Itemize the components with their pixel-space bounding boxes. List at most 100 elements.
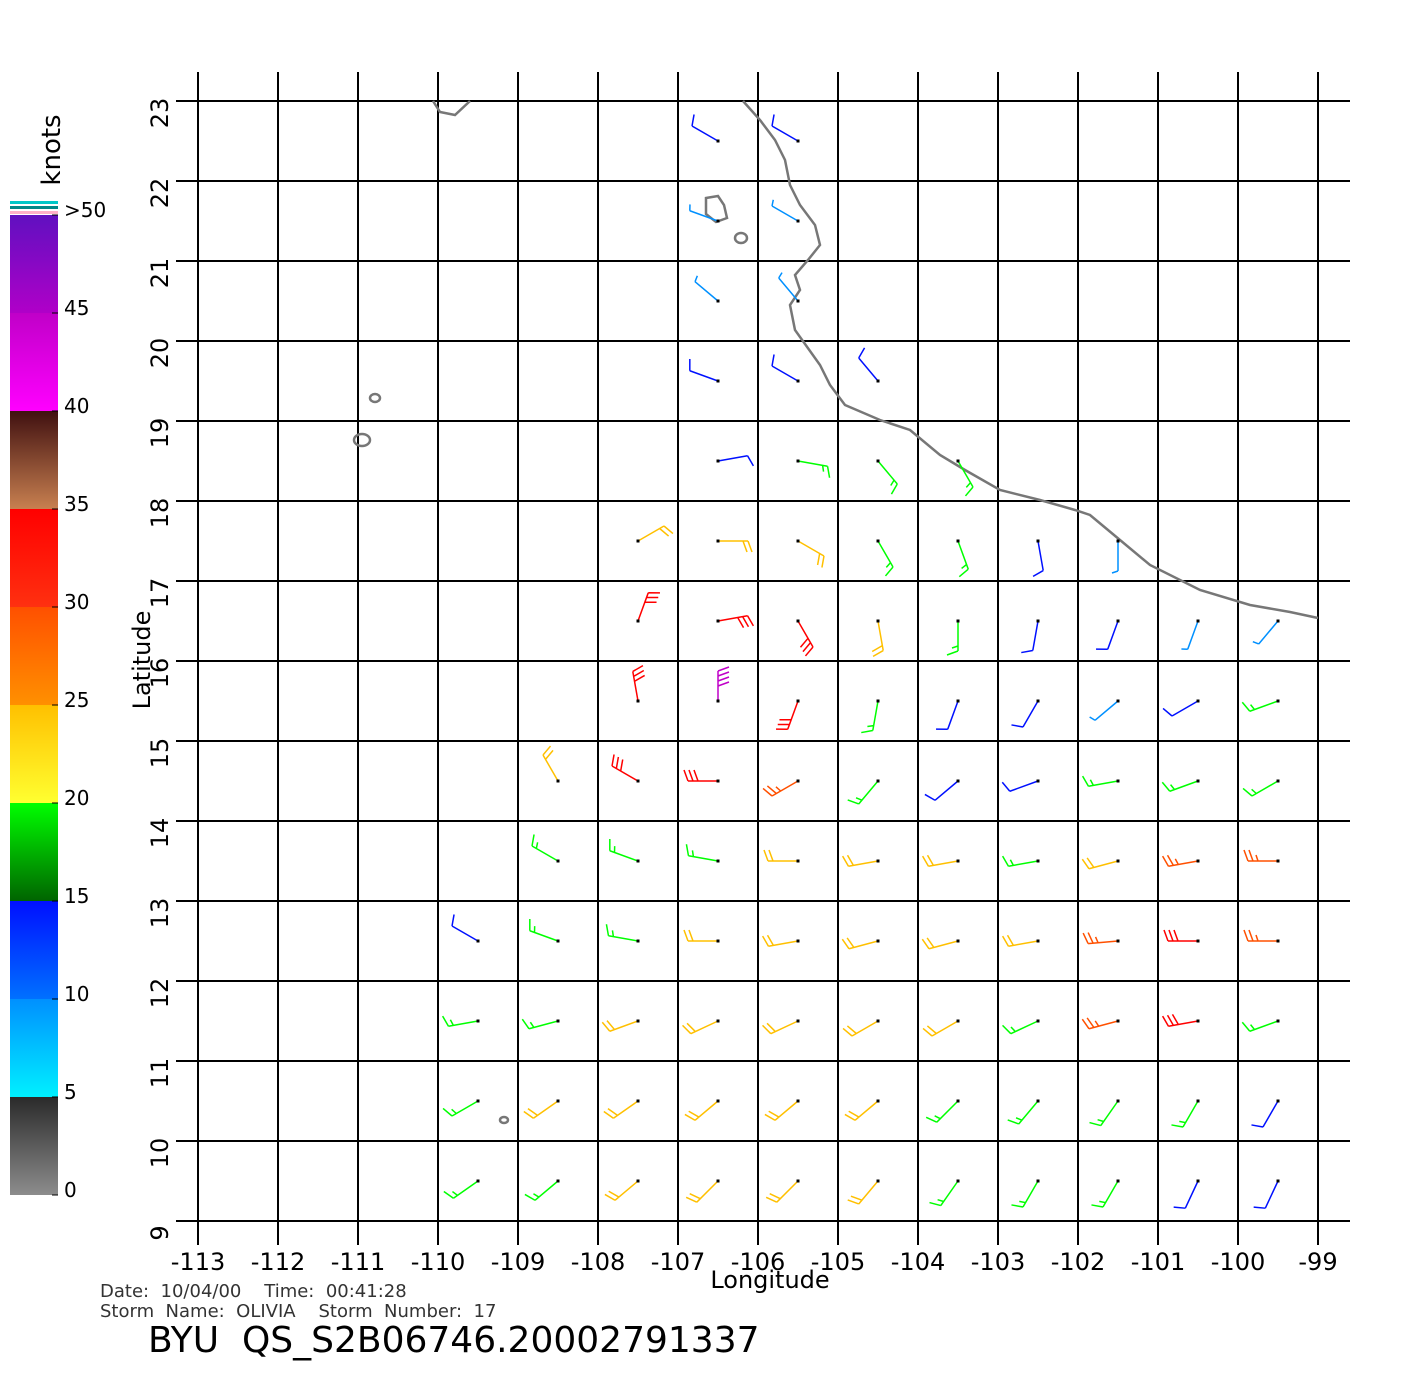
colorbar-tick-label: 35: [64, 492, 89, 516]
wind-barb: [761, 934, 800, 947]
wind-barb: [876, 539, 894, 577]
x-axis-label: Longitude: [710, 1266, 829, 1294]
wind-barb: [1173, 1179, 1200, 1209]
wind-barb: [1242, 779, 1280, 797]
barb-staff: [1021, 620, 1039, 654]
barb-staff: [605, 924, 639, 942]
barb-staff: [1173, 1180, 1199, 1209]
barb-point: [636, 859, 640, 863]
wind-barb: [1161, 1013, 1200, 1027]
wind-barb: [922, 1019, 960, 1037]
wind-barb: [603, 1099, 640, 1119]
wind-barb: [1001, 934, 1040, 947]
barb-staff: [929, 1180, 959, 1207]
colorbar-tick-label: 0: [64, 1178, 77, 1202]
coastline: [352, 100, 1319, 1125]
colorbar-band: [10, 509, 58, 607]
colorbar-tick-label: 20: [64, 786, 89, 810]
barb-staff: [924, 780, 959, 801]
wind-barb: [762, 779, 800, 797]
wind-barb: [1252, 619, 1280, 645]
barb-staff: [847, 1180, 879, 1205]
barb-staff: [637, 525, 674, 542]
barb-point: [956, 1019, 960, 1023]
barb-staff: [1163, 929, 1198, 942]
barb-point: [556, 1019, 560, 1023]
x-tick-label: -103: [971, 1248, 1025, 1276]
barb-staff: [922, 1020, 959, 1037]
barb-point: [876, 1099, 880, 1103]
wind-barb: [1162, 699, 1200, 717]
wind-barb: [929, 1179, 960, 1207]
wind-barb: [771, 114, 800, 143]
barb-staff: [521, 1018, 559, 1030]
barb-staff: [603, 1100, 639, 1119]
wind-barb: [1001, 855, 1040, 867]
storm-line: Storm Name: OLIVIA Storm Number: 17: [100, 1301, 496, 1322]
wind-barb: [1241, 699, 1280, 712]
barb-point: [956, 779, 960, 783]
x-tick-label: -104: [891, 1248, 945, 1276]
y-tick-label: 22: [146, 178, 174, 209]
wind-barb: [946, 619, 960, 656]
barb-point: [956, 939, 960, 943]
y-tick-label: 21: [146, 258, 174, 289]
barb-point: [636, 619, 640, 623]
barb-staff: [683, 769, 718, 782]
barb-point: [1196, 779, 1200, 783]
barb-point: [956, 1099, 960, 1103]
wind-barb: [604, 1179, 640, 1201]
barb-point: [716, 539, 720, 543]
wind-barb: [441, 1015, 480, 1027]
barb-staff: [797, 460, 831, 478]
barb-point: [636, 939, 640, 943]
barb-point: [636, 1099, 640, 1103]
barb-point: [1276, 779, 1280, 783]
barb-staff: [604, 1180, 639, 1201]
wind-barb: [1096, 619, 1120, 650]
wind-barb: [1171, 1099, 1200, 1128]
wind-barb: [1011, 1179, 1040, 1208]
barb-staff: [691, 114, 719, 142]
wind-barb: [844, 1099, 880, 1121]
x-tick-label: -107: [651, 1248, 705, 1276]
island: [352, 432, 372, 448]
wind-barb: [694, 275, 720, 303]
barb-point: [636, 699, 640, 703]
barb-staff: [1096, 620, 1119, 650]
wind-barb: [691, 114, 720, 143]
y-tick-label: 16: [146, 658, 174, 689]
wind-barb: [716, 455, 755, 467]
barb-point: [556, 779, 560, 783]
wind-barb: [1001, 779, 1040, 792]
y-tick-label: 9: [146, 1225, 174, 1240]
coast: [742, 100, 1319, 620]
barb-point: [876, 1179, 880, 1183]
barb-point: [1196, 619, 1200, 623]
wind-barb: [921, 937, 960, 950]
wind-barb: [841, 854, 880, 867]
barb-point: [716, 219, 720, 223]
barb-staff: [1241, 700, 1279, 712]
barb-staff: [601, 1020, 639, 1032]
wind-barbs: [441, 114, 1280, 1209]
y-tick-label: 12: [146, 978, 174, 1009]
wind-barb: [689, 204, 720, 223]
x-tick-label: -105: [811, 1248, 865, 1276]
barb-point: [956, 459, 960, 463]
barb-staff: [1241, 1020, 1279, 1032]
barb-staff: [1089, 1100, 1119, 1127]
y-tick-label: 17: [146, 578, 174, 609]
barb-staff: [1162, 700, 1199, 717]
barb-staff: [637, 592, 660, 622]
wind-barb: [531, 834, 560, 863]
barb-staff: [1081, 775, 1119, 787]
barb-point: [1196, 1019, 1200, 1023]
wind-barb: [796, 539, 825, 568]
barb-point: [716, 1179, 720, 1183]
barb-point: [1276, 859, 1280, 863]
wind-barb: [601, 1019, 640, 1032]
wind-barb: [632, 664, 646, 703]
barb-staff: [842, 1020, 879, 1037]
wind-barb: [876, 459, 898, 495]
